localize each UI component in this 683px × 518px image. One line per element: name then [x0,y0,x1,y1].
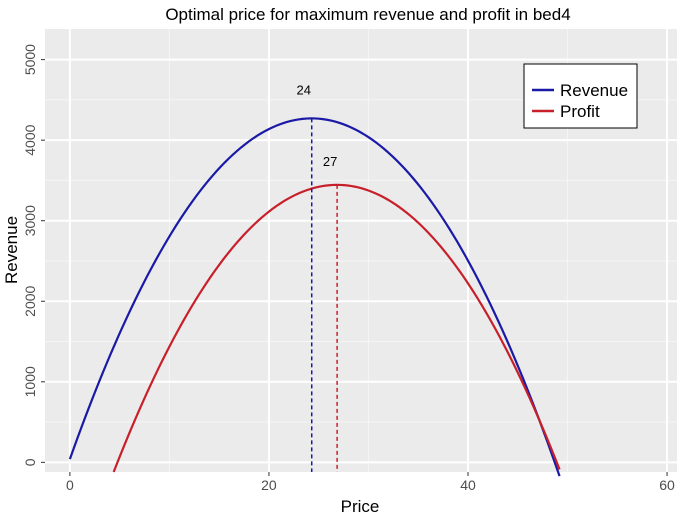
y-axis-title: Revenue [2,216,21,284]
legend-label-revenue: Revenue [560,81,628,100]
legend-box [523,63,638,129]
peak-label-revenue: 24 [296,82,310,97]
chart-title: Optimal price for maximum revenue and pr… [165,5,570,24]
x-tick-label: 0 [66,477,74,493]
x-tick-label: 20 [261,477,277,493]
x-axis-title: Price [341,497,380,516]
peak-label-profit: 27 [323,154,337,169]
peak-annotations: 24 27 [296,82,338,472]
axis-ticks: 0 20 40 60 0 1000 2000 3000 4000 5000 [22,44,675,493]
legend-label-profit: Profit [560,102,600,121]
y-tick-label: 0 [22,458,38,466]
y-tick-label: 5000 [22,44,38,75]
y-tick-label: 4000 [22,124,38,155]
x-tick-label: 40 [460,477,476,493]
y-tick-label: 3000 [22,205,38,236]
legend: Revenue Profit [523,63,638,129]
y-tick-label: 2000 [22,285,38,316]
x-tick-label: 60 [659,477,675,493]
series-line-revenue [68,117,561,477]
y-tick-label: 1000 [22,366,38,397]
